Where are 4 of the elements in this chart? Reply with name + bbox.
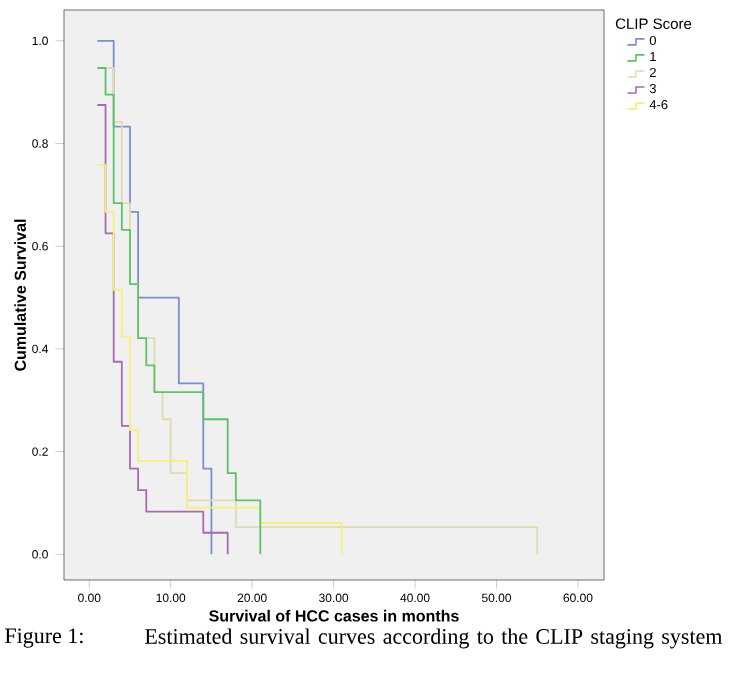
text: Estimated survival curves according to the CLIP staging system — [145, 628, 723, 649]
caption: Figure 1: — [5, 628, 83, 648]
x-axis-title: Survival of HCC cases in months — [209, 609, 459, 622]
y-axis-title: Cumulative Survival — [14, 219, 26, 371]
